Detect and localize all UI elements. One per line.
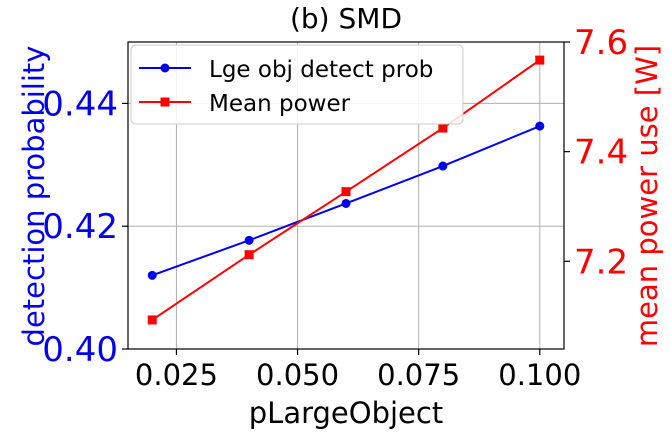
- data-point-power: [341, 187, 351, 197]
- y-axis-label-left: detection probability: [17, 46, 51, 347]
- data-point-detect: [341, 198, 351, 208]
- y2-tick-label: 7.6: [574, 23, 628, 63]
- y-tick-label: 0.42: [42, 207, 118, 247]
- y-axis-right: 7.2 7.4 7.6: [564, 23, 628, 282]
- x-tick-label: 0.075: [377, 358, 460, 392]
- x-axis: 0.025 0.050 0.075 0.100: [135, 349, 581, 392]
- data-point-detect: [244, 235, 254, 245]
- data-point-detect: [438, 161, 448, 171]
- y2-tick-label: 7.4: [574, 133, 628, 173]
- legend-label-power: Mean power: [209, 91, 351, 117]
- x-tick-label: 0.025: [135, 358, 218, 392]
- y-axis-left: 0.40 0.42 0.44: [42, 84, 128, 370]
- data-point-detect: [535, 121, 545, 131]
- data-point-power: [244, 250, 254, 260]
- data-point-power: [535, 55, 545, 65]
- x-axis-label: pLargeObject: [249, 396, 443, 430]
- x-tick-label: 0.100: [498, 358, 581, 392]
- legend-marker-detect: [160, 63, 170, 73]
- chart-title: (b) SMD: [290, 2, 402, 35]
- series-markers: [147, 55, 545, 325]
- data-point-power: [147, 315, 157, 325]
- data-point-power: [438, 123, 448, 133]
- y-tick-label: 0.44: [42, 84, 118, 124]
- y2-tick-label: 7.2: [574, 242, 628, 282]
- y-tick-label: 0.40: [42, 330, 118, 370]
- legend: Lge obj detect prob Mean power: [130, 44, 464, 125]
- x-tick-label: 0.050: [256, 358, 339, 392]
- y-axis-label-right: mean power use [W]: [630, 45, 664, 347]
- data-point-detect: [147, 270, 157, 280]
- legend-marker-power: [160, 97, 170, 107]
- legend-label-detect: Lge obj detect prob: [209, 57, 433, 83]
- plot-frame: [127, 41, 565, 350]
- legend-box: [130, 44, 464, 125]
